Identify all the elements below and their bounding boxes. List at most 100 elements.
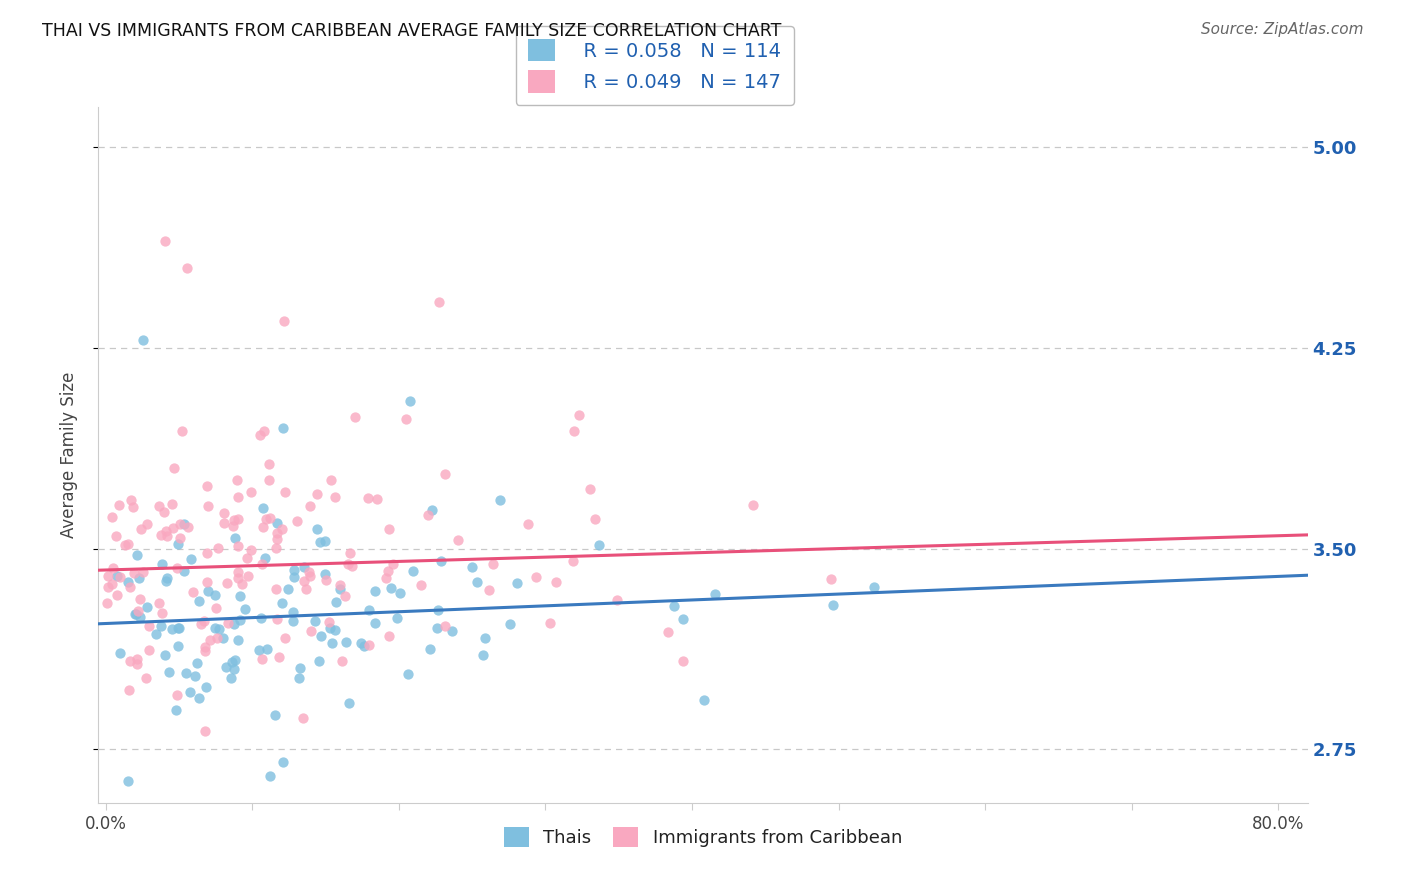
Point (426, 602, 449, 616)
Point (377, 564, 399, 578)
Point (318, 615, 340, 629)
Point (568, 409, 591, 423)
Point (97, 580, 120, 594)
Point (366, 492, 388, 507)
Point (167, 640, 190, 654)
Point (309, 629, 332, 643)
Point (307, 486, 329, 500)
Point (173, 565, 195, 579)
Legend: Thais, Immigrants from Caribbean: Thais, Immigrants from Caribbean (495, 817, 911, 856)
Point (118, 581, 141, 595)
Point (228, 613, 250, 627)
Point (122, 500, 145, 515)
Point (103, 561, 125, 575)
Point (271, 755, 294, 769)
Point (304, 614, 326, 628)
Point (321, 636, 343, 650)
Point (505, 576, 527, 591)
Point (240, 485, 263, 500)
Y-axis label: Average Family Size: Average Family Size (59, 372, 77, 538)
Point (270, 523, 292, 537)
Point (266, 525, 288, 540)
Point (481, 557, 503, 571)
Point (544, 574, 567, 589)
Point (208, 622, 231, 636)
Point (477, 582, 499, 597)
Point (150, 527, 173, 541)
Point (672, 612, 695, 626)
Point (325, 623, 347, 637)
Point (378, 629, 401, 643)
Point (159, 665, 181, 680)
Point (108, 498, 131, 512)
Point (105, 569, 128, 583)
Point (517, 517, 540, 532)
Point (823, 598, 845, 612)
Point (197, 584, 219, 599)
Point (433, 619, 456, 633)
Point (173, 516, 195, 531)
Point (353, 640, 375, 654)
Point (127, 652, 149, 666)
Point (238, 569, 260, 583)
Point (274, 631, 297, 645)
Point (127, 604, 149, 618)
Point (160, 497, 183, 511)
Point (271, 596, 294, 610)
Point (281, 614, 304, 628)
Point (298, 565, 321, 579)
Point (249, 428, 271, 442)
Point (222, 519, 245, 533)
Point (364, 584, 387, 599)
Point (314, 534, 336, 549)
Point (426, 622, 449, 636)
Point (197, 499, 219, 513)
Point (267, 650, 290, 665)
Point (259, 511, 281, 525)
Point (409, 578, 432, 592)
Point (172, 424, 194, 438)
Point (167, 537, 190, 551)
Point (290, 660, 312, 674)
Point (305, 522, 328, 536)
Point (340, 558, 363, 573)
Point (183, 669, 205, 683)
Point (129, 610, 152, 624)
Point (167, 621, 190, 635)
Point (100, 577, 122, 591)
Point (195, 545, 218, 559)
Point (122, 566, 145, 580)
Point (224, 532, 246, 546)
Point (153, 505, 176, 519)
Point (190, 617, 212, 632)
Point (742, 498, 765, 512)
Point (562, 553, 585, 567)
Point (285, 515, 308, 529)
Point (160, 622, 183, 636)
Point (427, 295, 450, 310)
Point (226, 633, 249, 648)
Point (174, 665, 197, 680)
Point (380, 582, 402, 596)
Point (319, 473, 342, 487)
Point (266, 532, 288, 546)
Point (298, 569, 321, 583)
Point (273, 314, 295, 328)
Point (163, 461, 186, 475)
Point (252, 652, 274, 666)
Point (132, 565, 155, 579)
Point (165, 703, 187, 717)
Point (382, 558, 405, 572)
Point (101, 509, 124, 524)
Point (167, 621, 190, 635)
Point (330, 655, 353, 669)
Point (385, 611, 408, 625)
Point (299, 499, 322, 513)
Point (398, 667, 420, 681)
Point (420, 502, 443, 516)
Text: THAI VS IMMIGRANTS FROM CARIBBEAN AVERAGE FAMILY SIZE CORRELATION CHART: THAI VS IMMIGRANTS FROM CARIBBEAN AVERAG… (42, 22, 782, 40)
Point (254, 550, 277, 565)
Point (538, 615, 561, 630)
Point (259, 457, 281, 471)
Point (188, 593, 211, 607)
